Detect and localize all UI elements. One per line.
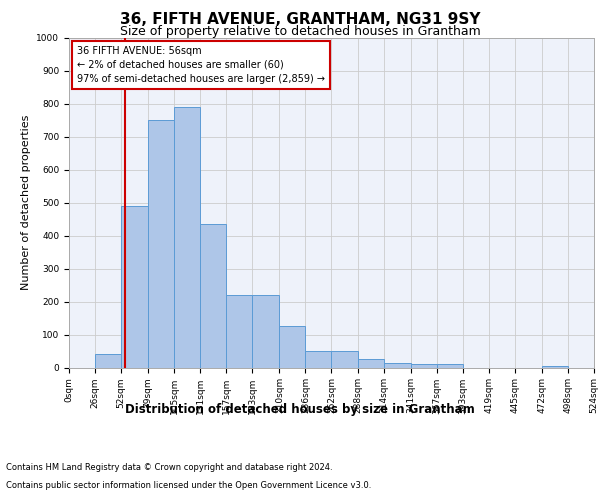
Bar <box>437 364 463 368</box>
Bar <box>200 224 226 368</box>
Text: 36, FIFTH AVENUE, GRANTHAM, NG31 9SY: 36, FIFTH AVENUE, GRANTHAM, NG31 9SY <box>120 12 480 28</box>
Bar <box>542 366 568 368</box>
Bar <box>358 359 383 368</box>
Bar <box>148 120 174 368</box>
Bar <box>410 364 437 368</box>
Bar <box>226 295 253 368</box>
Bar <box>305 351 331 368</box>
Y-axis label: Number of detached properties: Number of detached properties <box>21 115 31 290</box>
Bar <box>95 354 121 368</box>
Bar <box>121 206 148 368</box>
Text: Contains public sector information licensed under the Open Government Licence v3: Contains public sector information licen… <box>6 481 371 490</box>
Bar <box>383 362 410 368</box>
Text: Distribution of detached houses by size in Grantham: Distribution of detached houses by size … <box>125 402 475 415</box>
Text: Contains HM Land Registry data © Crown copyright and database right 2024.: Contains HM Land Registry data © Crown c… <box>6 464 332 472</box>
Text: Size of property relative to detached houses in Grantham: Size of property relative to detached ho… <box>119 25 481 38</box>
Bar <box>331 351 358 368</box>
Bar <box>253 295 280 368</box>
Bar <box>280 326 305 368</box>
Text: 36 FIFTH AVENUE: 56sqm
← 2% of detached houses are smaller (60)
97% of semi-deta: 36 FIFTH AVENUE: 56sqm ← 2% of detached … <box>77 46 325 84</box>
Bar <box>174 107 200 368</box>
